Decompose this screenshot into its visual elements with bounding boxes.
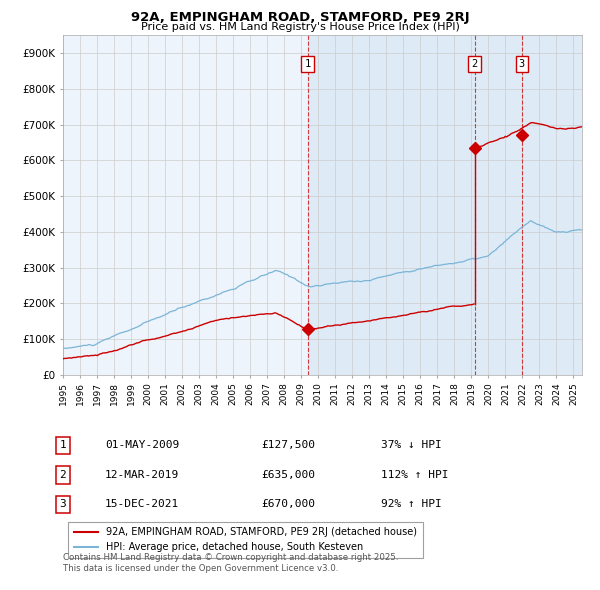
Text: 12-MAR-2019: 12-MAR-2019 [105,470,179,480]
Text: Contains HM Land Registry data © Crown copyright and database right 2025.
This d: Contains HM Land Registry data © Crown c… [63,553,398,573]
Text: 2: 2 [59,470,67,480]
Text: 3: 3 [518,59,525,69]
Text: 01-MAY-2009: 01-MAY-2009 [105,441,179,450]
Text: 2: 2 [472,59,478,69]
Text: 92% ↑ HPI: 92% ↑ HPI [381,500,442,509]
Text: 15-DEC-2021: 15-DEC-2021 [105,500,179,509]
Text: 1: 1 [304,59,311,69]
Text: 37% ↓ HPI: 37% ↓ HPI [381,441,442,450]
Legend: 92A, EMPINGHAM ROAD, STAMFORD, PE9 2RJ (detached house), HPI: Average price, det: 92A, EMPINGHAM ROAD, STAMFORD, PE9 2RJ (… [68,522,422,558]
Text: £635,000: £635,000 [261,470,315,480]
Text: 112% ↑ HPI: 112% ↑ HPI [381,470,449,480]
Bar [308,35,599,375]
Text: £127,500: £127,500 [261,441,315,450]
Text: 1: 1 [59,441,67,450]
Text: £670,000: £670,000 [261,500,315,509]
Text: 92A, EMPINGHAM ROAD, STAMFORD, PE9 2RJ: 92A, EMPINGHAM ROAD, STAMFORD, PE9 2RJ [131,11,469,24]
Text: 3: 3 [59,500,67,509]
Text: Price paid vs. HM Land Registry's House Price Index (HPI): Price paid vs. HM Land Registry's House … [140,22,460,32]
